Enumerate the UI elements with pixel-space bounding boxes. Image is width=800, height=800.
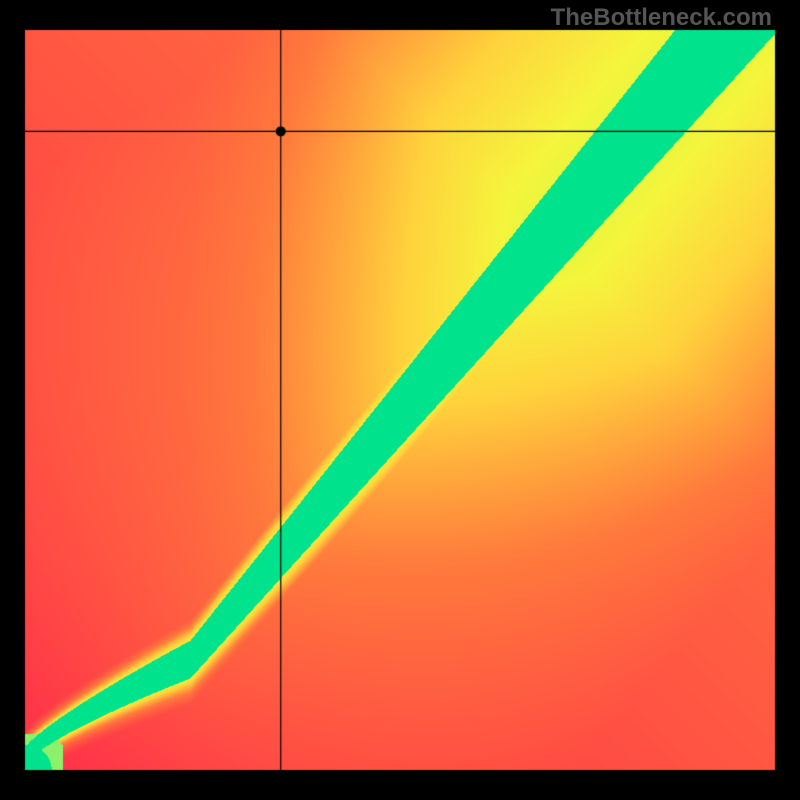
bottleneck-heatmap-chart: TheBottleneck.com (0, 0, 800, 800)
heatmap-canvas (0, 0, 800, 800)
watermark-text: TheBottleneck.com (551, 4, 772, 32)
